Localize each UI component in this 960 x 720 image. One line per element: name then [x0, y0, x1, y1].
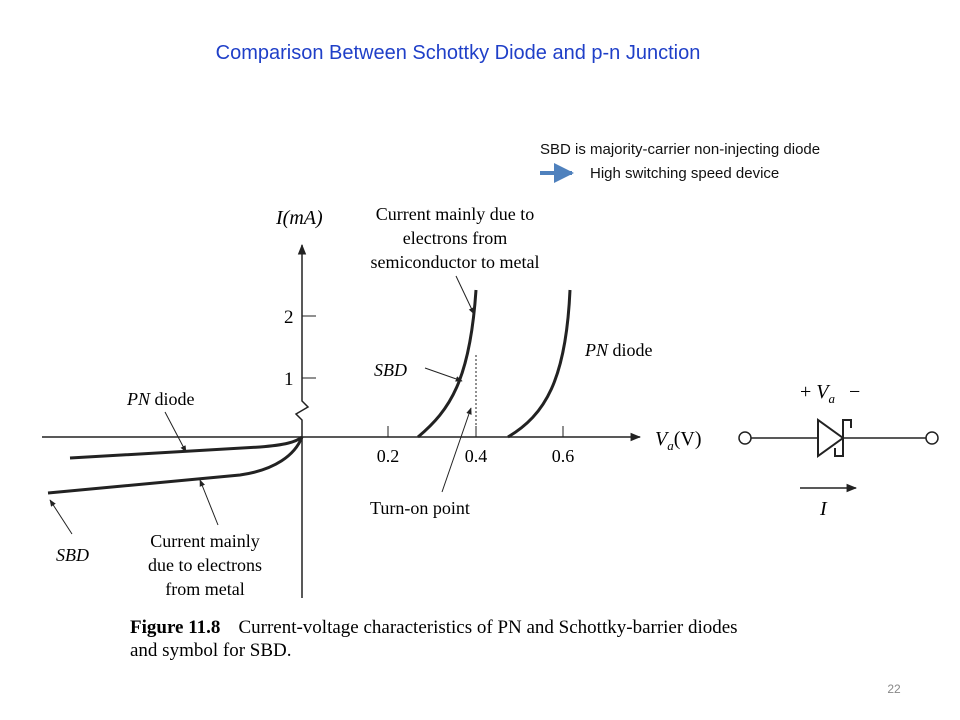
pn-reverse-curve	[69, 435, 303, 460]
terminal	[738, 431, 752, 445]
sbd-reverse-curve	[47, 436, 304, 495]
caption: Figure 11.8 Current-voltage characteristi…	[130, 617, 738, 638]
axis-label: Va(V)	[655, 428, 701, 453]
axis-label: I(mA)	[275, 207, 323, 229]
tick-label: 0.6	[552, 446, 575, 466]
annotation-arrow	[455, 275, 475, 315]
annotation: Turn-on point	[370, 498, 470, 518]
annotation: SBD	[56, 545, 89, 565]
annotation-arrow	[164, 411, 187, 453]
symbol-label: I	[819, 498, 828, 520]
sbd-forward-curve	[417, 289, 478, 439]
page-number: 22	[887, 682, 901, 696]
schottky-bar	[834, 419, 852, 457]
annotation: Current mainly	[150, 531, 259, 551]
y-axis	[294, 243, 310, 598]
annotation-arrow	[199, 479, 219, 526]
annotation: PN diode	[126, 389, 195, 409]
iv-figure: 2 1 0.2 0.4 0.6 I(mA) Va(V) Current main…	[42, 204, 701, 599]
note-line: High switching speed device	[590, 165, 779, 182]
annotation: from metal	[165, 579, 244, 599]
caption: and symbol for SBD.	[130, 640, 292, 661]
terminal	[925, 431, 939, 445]
sbd-symbol: + Va − I	[738, 381, 939, 520]
annotation: due to electrons	[148, 555, 262, 575]
tick-label: 2	[284, 307, 294, 328]
note-line: SBD is majority-carrier non-injecting di…	[540, 141, 820, 158]
diode-triangle	[817, 418, 845, 458]
annotation: SBD	[374, 360, 407, 380]
annotation: PN diode	[584, 340, 653, 360]
annotation: Current mainly due to	[376, 204, 534, 224]
annotation-arrow	[441, 407, 472, 493]
tick-label: 1	[284, 369, 294, 390]
tick-label: 0.2	[377, 446, 400, 466]
symbol-label: + Va −	[800, 381, 860, 406]
annotation: semiconductor to metal	[371, 252, 540, 272]
tick-label: 0.4	[465, 446, 488, 466]
pn-forward-curve	[507, 289, 572, 439]
annotation-arrow	[424, 367, 463, 382]
annotation: electrons from	[403, 228, 507, 248]
slide-title: Comparison Between Schottky Diode and p-…	[216, 42, 701, 64]
annotation-arrow	[49, 499, 73, 535]
